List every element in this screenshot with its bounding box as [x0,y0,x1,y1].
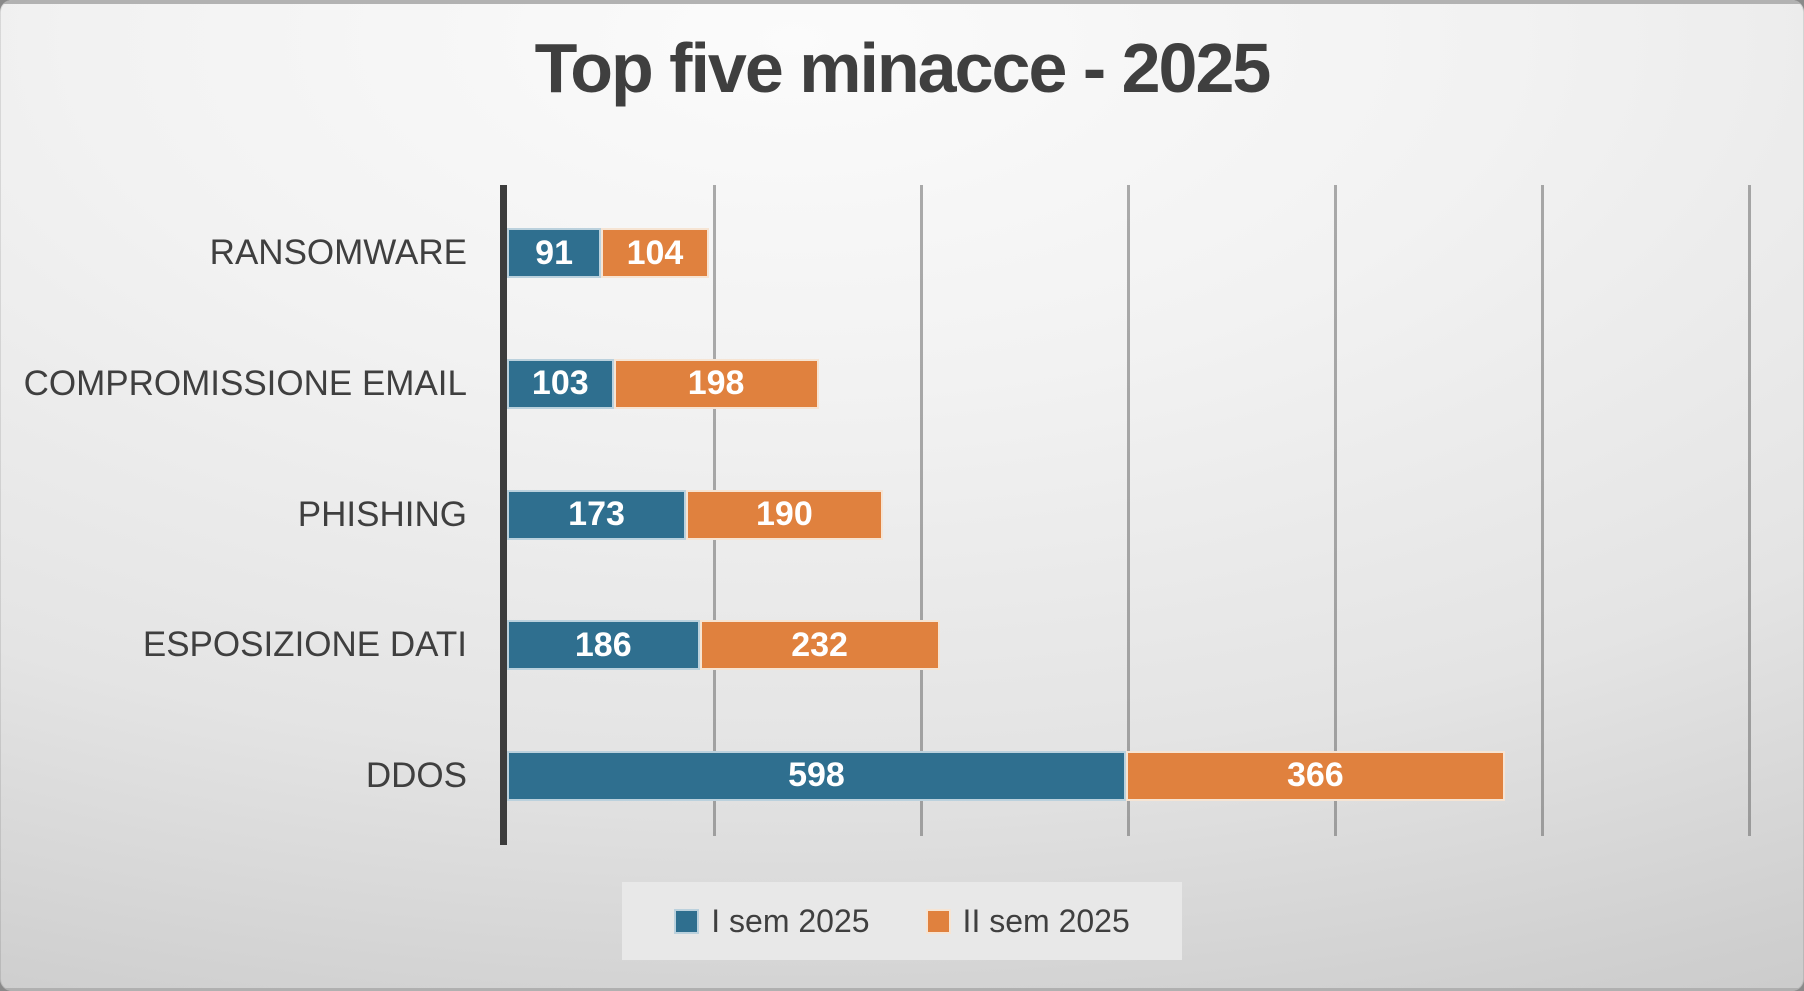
category-label: RANSOMWARE [209,233,467,273]
value-label: 173 [568,495,625,533]
value-label: 598 [788,756,845,795]
bar-segment-sem2: 232 [699,620,940,671]
value-label: 198 [687,364,745,403]
legend-label-sem2: II sem 2025 [962,902,1130,939]
y-axis-line [500,185,507,845]
chart-title: Top five minacce - 2025 [534,29,1272,107]
gridline-1200 [1747,185,1751,836]
bar-segment-sem2: 104 [601,228,709,279]
bar-segment-sem1: 173 [507,489,687,540]
value-label: 186 [574,625,632,664]
value-label: 104 [626,233,684,272]
category-label: DDOS [365,755,467,795]
bar-segment-sem1: 103 [507,358,614,409]
bar-segment-sem2: 190 [686,489,883,540]
bar-segment-sem1: 186 [507,620,700,671]
category-label: COMPROMISSIONE EMAIL [23,363,467,403]
legend: I sem 2025 II sem 2025 [622,882,1182,960]
bar-segment-sem1: 598 [507,750,1126,801]
category-label: PHISHING [297,494,467,534]
bar-segment-sem2: 366 [1125,750,1505,801]
value-label: 103 [531,364,589,403]
bar-segment-sem2: 198 [613,358,819,409]
bar-segment-sem1: 91 [507,228,602,279]
value-label: 366 [1286,756,1344,795]
slide-top-edge [0,0,1804,4]
value-label: 91 [535,233,573,272]
value-label: 190 [756,495,813,533]
legend-label-sem1: I sem 2025 [711,902,870,939]
category-label: ESPOSIZIONE DATI [142,625,467,665]
gridline-400 [919,185,923,836]
value-label: 232 [791,625,848,664]
legend-swatch-sem2-icon [925,908,951,934]
legend-swatch-sem1-icon [674,908,700,934]
gridline-1000 [1540,185,1544,836]
gridline-600 [1126,185,1130,836]
gridline-800 [1333,185,1337,836]
slide-bottom-edge [0,988,1804,991]
